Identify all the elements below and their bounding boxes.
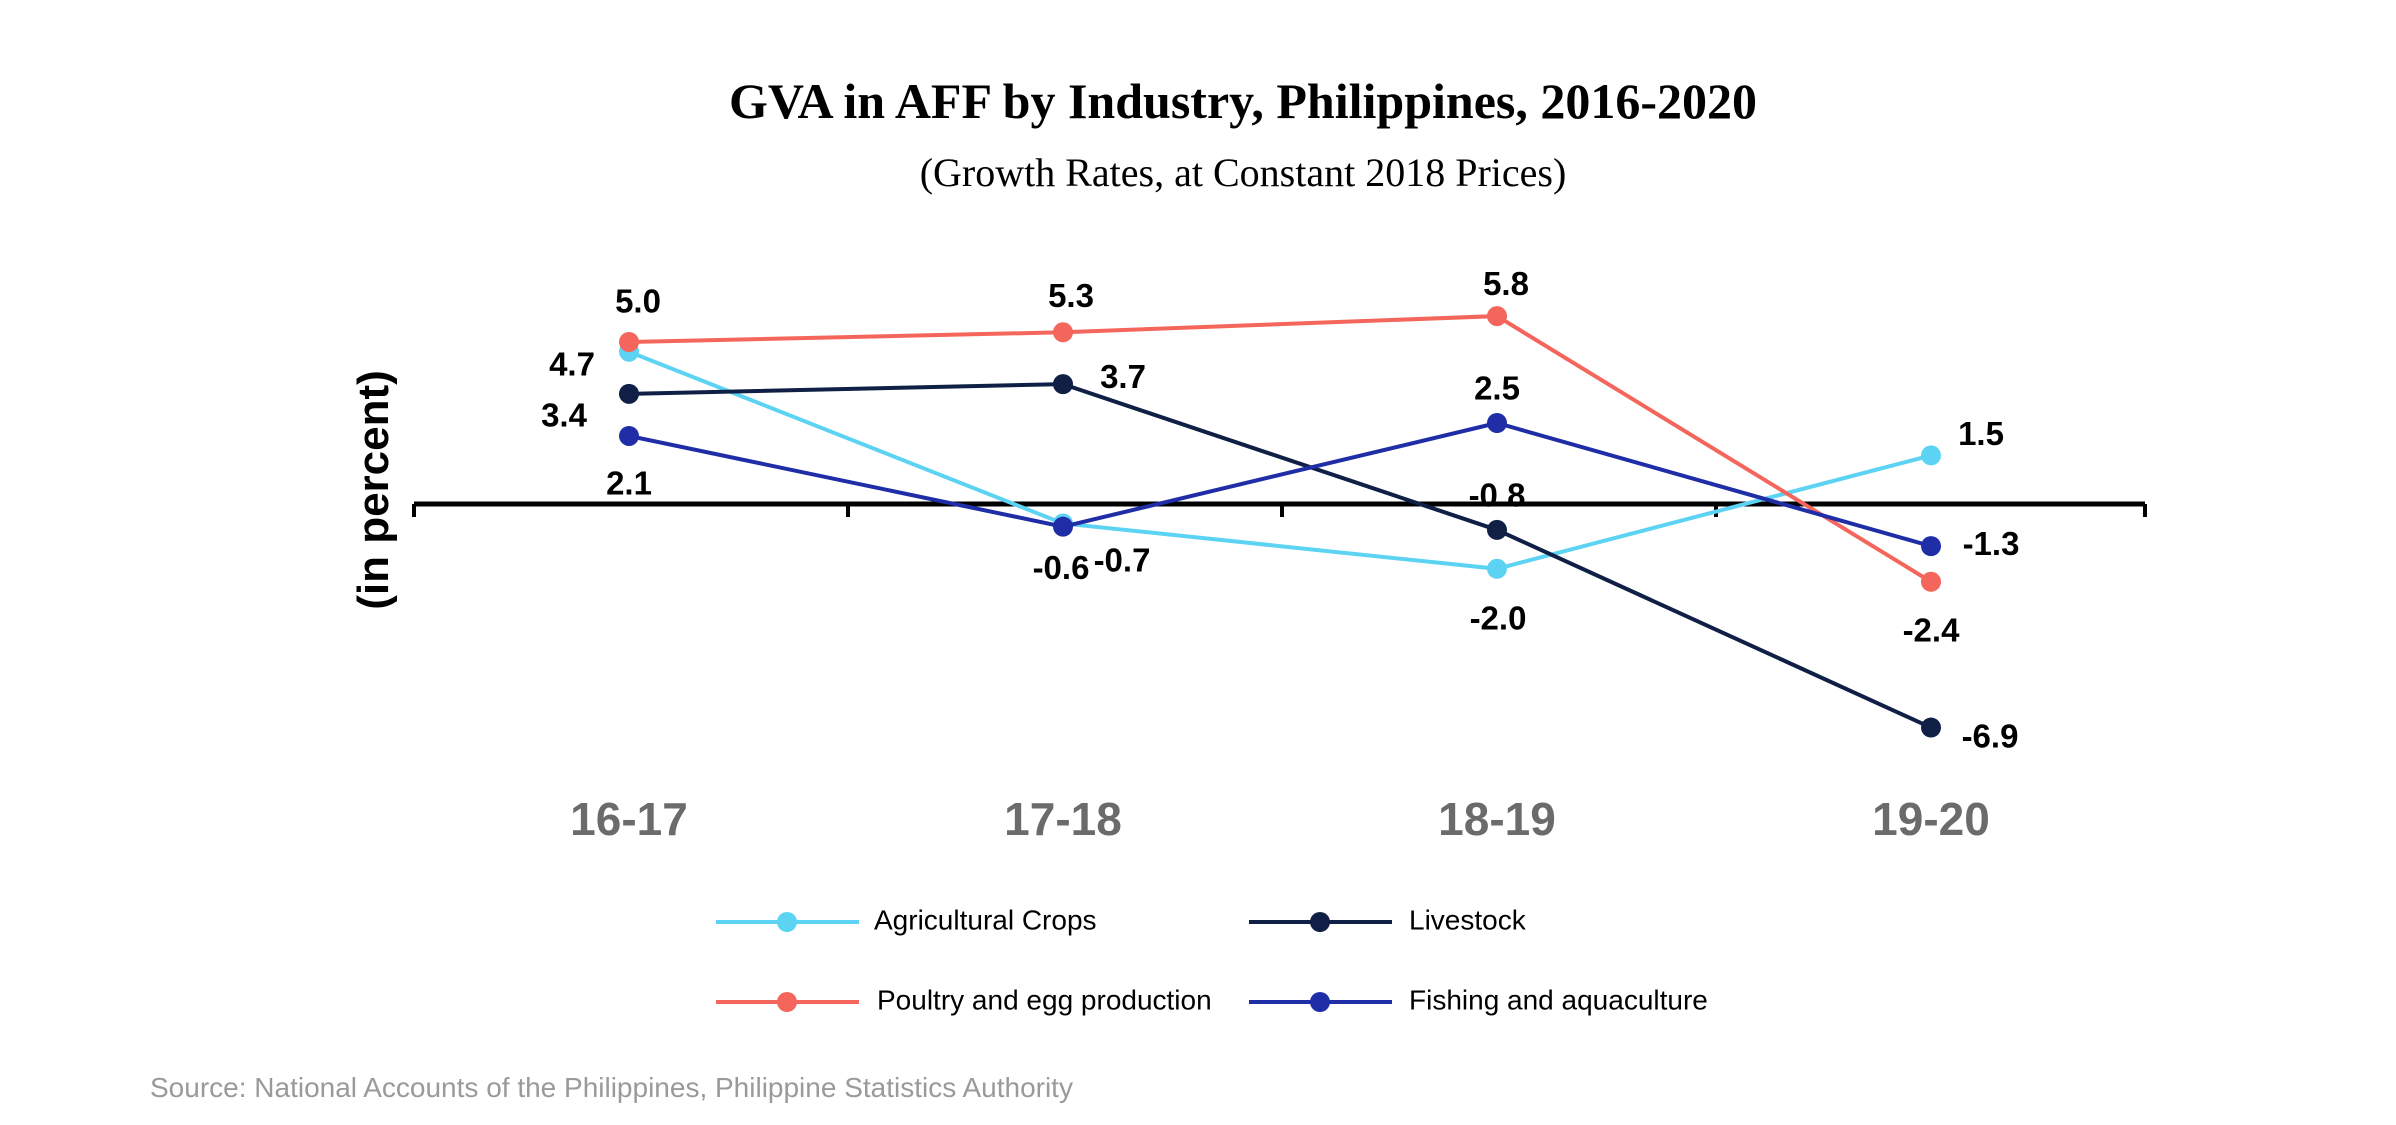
series-livestock bbox=[619, 374, 1941, 738]
x-axis: 16-17 17-18 18-19 19-20 bbox=[412, 501, 2147, 845]
data-point bbox=[619, 383, 639, 404]
data-point bbox=[1487, 519, 1507, 540]
data-point bbox=[619, 425, 639, 446]
data-label: -6.9 bbox=[1962, 717, 2019, 754]
data-point bbox=[1053, 322, 1073, 343]
legend: Agricultural Crops Poultry and egg produc… bbox=[716, 904, 1708, 1015]
data-point bbox=[1487, 558, 1507, 579]
data-label: 2.5 bbox=[1474, 370, 1520, 407]
data-label: -0.8 bbox=[1469, 477, 1526, 514]
data-label: 2.1 bbox=[606, 465, 652, 502]
data-label: -2.0 bbox=[1470, 600, 1527, 637]
series-line bbox=[628, 382, 1932, 730]
data-point bbox=[619, 332, 639, 352]
data-label: 3.7 bbox=[1100, 358, 1146, 395]
legend-swatch-point bbox=[777, 912, 797, 932]
data-label: -0.6 bbox=[1033, 549, 1090, 586]
x-tick-label: 17-18 bbox=[1004, 793, 1122, 845]
legend-swatch-point bbox=[1310, 912, 1330, 932]
legend-item: Livestock bbox=[1249, 904, 1527, 935]
data-point bbox=[1921, 445, 1941, 466]
data-point bbox=[1487, 413, 1507, 433]
data-label: 5.3 bbox=[1048, 277, 1094, 314]
data-label: 4.7 bbox=[549, 345, 595, 382]
data-point bbox=[1053, 374, 1073, 395]
series-agricultural-crops bbox=[619, 341, 1941, 579]
data-point bbox=[1053, 516, 1073, 537]
data-label: 1.5 bbox=[1958, 415, 2004, 452]
chart-subtitle: (Growth Rates, at Constant 2018 Prices) bbox=[920, 150, 1567, 195]
data-label: 3.4 bbox=[541, 397, 588, 434]
legend-swatch-point bbox=[777, 992, 797, 1012]
series-group bbox=[619, 306, 1941, 738]
data-point bbox=[1921, 571, 1941, 592]
series-fishing-and-aquaculture bbox=[619, 413, 1941, 557]
source-note: Source: National Accounts of the Philipp… bbox=[150, 1072, 1073, 1103]
legend-label: Agricultural Crops bbox=[874, 904, 1097, 935]
x-tick-label: 16-17 bbox=[570, 793, 688, 845]
data-label: -1.3 bbox=[1963, 525, 2020, 562]
data-point bbox=[1921, 536, 1941, 557]
legend-swatch-point bbox=[1310, 992, 1330, 1012]
legend-item: Fishing and aquaculture bbox=[1249, 984, 1708, 1015]
legend-item: Agricultural Crops bbox=[716, 904, 1097, 935]
y-axis-label: (in percent) bbox=[349, 370, 398, 610]
series-line bbox=[628, 314, 1933, 584]
data-point bbox=[1487, 306, 1507, 327]
data-label: 5.8 bbox=[1483, 265, 1529, 302]
series-line bbox=[628, 349, 1932, 571]
data-label: -0.7 bbox=[1094, 541, 1151, 578]
series-line bbox=[628, 420, 1932, 549]
legend-label: Fishing and aquaculture bbox=[1409, 984, 1708, 1015]
x-tick-label: 19-20 bbox=[1872, 793, 1990, 845]
legend-label: Livestock bbox=[1409, 904, 1527, 935]
data-label: 5.0 bbox=[615, 283, 661, 320]
chart-title: GVA in AFF by Industry, Philippines, 201… bbox=[729, 73, 1757, 129]
series-poultry-and-egg-production bbox=[619, 306, 1941, 592]
legend-label: Poultry and egg production bbox=[877, 984, 1212, 1015]
data-point bbox=[1921, 717, 1941, 738]
legend-item: Poultry and egg production bbox=[716, 984, 1212, 1015]
x-tick-label: 18-19 bbox=[1438, 793, 1556, 845]
data-labels: 4.7 -0.6 -2.0 1.5 5.0 5.3 5.8 -2.4 3.4 3.7 -0.8 -6.… bbox=[541, 265, 2019, 754]
data-label: -2.4 bbox=[1903, 611, 1961, 648]
